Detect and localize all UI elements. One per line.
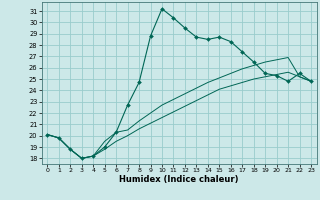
X-axis label: Humidex (Indice chaleur): Humidex (Indice chaleur) [119, 175, 239, 184]
